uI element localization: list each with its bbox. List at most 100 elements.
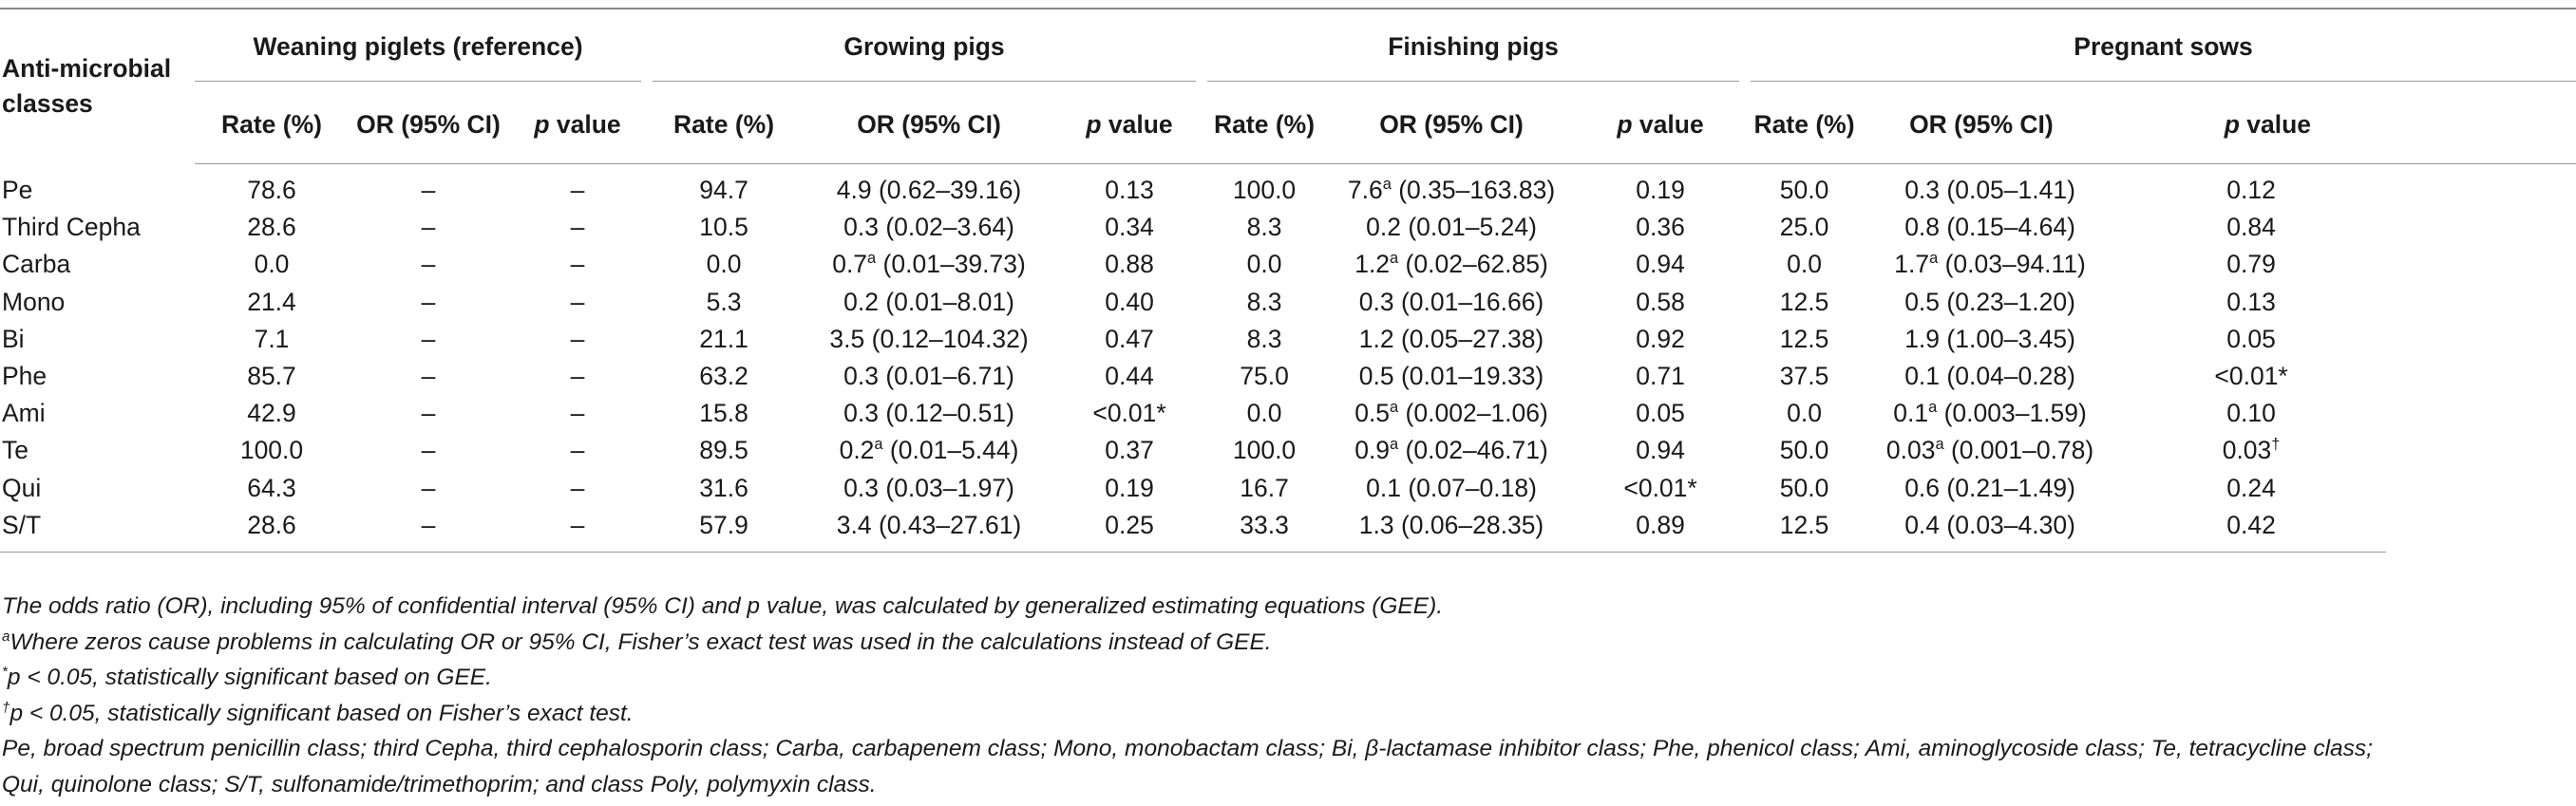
- footnote-5a: Pe, broad spectrum penicillin class; thi…: [2, 736, 2373, 761]
- table-row: Qui 64.3 – – 31.6 0.3 (0.03–1.97) 0.19 16.7 0.1 …: [0, 470, 2576, 507]
- cell-wo: –: [421, 213, 436, 242]
- cell-fp: 0.89: [1576, 506, 1746, 553]
- cell-sr: 25.0: [1779, 213, 1829, 242]
- cell-wp: –: [570, 399, 585, 428]
- cell-so: 0.8 (0.15–4.64): [1904, 213, 2075, 242]
- cell-so: 0.5 (0.23–1.20): [1904, 287, 2075, 316]
- cell-wr: 21.4: [247, 287, 296, 316]
- cell-sp: 0.13: [2226, 287, 2276, 316]
- cell-gr: 21.1: [699, 324, 748, 353]
- cell-wr: 78.6: [247, 176, 296, 205]
- cell-sr: 0.0: [1787, 399, 1822, 428]
- cell-sp: <0.01*: [2214, 362, 2288, 391]
- cell-go: 0.3 (0.01–6.71): [843, 362, 1014, 391]
- cell-wo: –: [421, 287, 436, 316]
- cell-wo: –: [421, 324, 436, 353]
- cell-sr: 50.0: [1779, 473, 1829, 502]
- cell-fr: 0.0: [1246, 399, 1282, 428]
- cell-fp: 0.92: [1636, 324, 1685, 353]
- col-rate-finishing: Rate (%): [1202, 85, 1328, 164]
- cell-wp: –: [570, 436, 585, 465]
- cell-go: 0.2a (0.01–5.44): [839, 436, 1019, 465]
- cell-gp: 0.44: [1105, 362, 1154, 391]
- cell-fr: 8.3: [1246, 213, 1282, 242]
- cell-wp: –: [570, 213, 585, 242]
- cell-fo: 0.2 (0.01–5.24): [1366, 213, 1537, 242]
- col-rate-sows: Rate (%): [1745, 85, 1865, 164]
- cell-fo: 0.9a (0.02–46.71): [1354, 436, 1548, 465]
- stub-header-line2: classes: [2, 89, 93, 119]
- table-row: Third Cepha 28.6 – – 10.5 0.3 (0.02–3.64) 0.34…: [0, 209, 2576, 246]
- cell-fo: 1.2 (0.05–27.38): [1358, 324, 1544, 353]
- cell-so: 0.3 (0.05–1.41): [1904, 176, 2075, 205]
- cell-wp: –: [570, 473, 585, 502]
- cell-fp: 0.19: [1636, 176, 1685, 205]
- cell-fo: 7.6a (0.35–163.83): [1347, 176, 1556, 205]
- cell-fo: 1.3 (0.06–28.35): [1327, 506, 1577, 553]
- table-footnotes: The odds ratio (OR), including 95% of co…: [2, 589, 2373, 802]
- cell-go: 0.3 (0.12–0.51): [843, 399, 1014, 428]
- cell-wo: –: [421, 250, 436, 279]
- footnote-5b: Qui, quinolone class; S/T, sulfonamide/t…: [2, 771, 877, 797]
- cell-wr: 85.7: [247, 362, 296, 391]
- cell-sr: 50.0: [1779, 176, 1829, 205]
- cell-wo: –: [421, 473, 436, 502]
- cell-fo: 0.5a (0.002–1.06): [1354, 399, 1548, 428]
- cell-wp: –: [570, 362, 585, 391]
- col-or-finishing: OR (95% CI): [1327, 85, 1577, 164]
- cell-gp: <0.01*: [1092, 399, 1166, 428]
- cell-label: Ami: [2, 399, 46, 428]
- cell-sp: 0.24: [2226, 473, 2276, 502]
- cell-fr: 8.3: [1246, 324, 1282, 353]
- cell-so: 1.7a (0.03–94.11): [1894, 250, 2086, 279]
- col-rate-growing: Rate (%): [647, 85, 802, 164]
- table-row: Te 100.0 – – 89.5 0.2a (0.01–5.44) 0.37 100.0 0.…: [0, 432, 2576, 469]
- cell-gp: 0.19: [1105, 473, 1154, 502]
- cell-so: 0.1a (0.003–1.59): [1893, 399, 2087, 428]
- footnote-2: aWhere zeros cause problems in calculati…: [2, 628, 1272, 655]
- cell-label: Phe: [2, 362, 47, 391]
- group-weaning: Weaning piglets (reference): [195, 9, 647, 85]
- cell-go: 3.4 (0.43–27.61): [801, 506, 1058, 553]
- cell-go: 4.9 (0.62–39.16): [836, 176, 1022, 205]
- col-p-growing: p value: [1057, 85, 1203, 164]
- cell-gp: 0.34: [1105, 213, 1154, 242]
- table-row: Mono 21.4 – – 5.3 0.2 (0.01–8.01) 0.40 8.3 0.3 (…: [0, 284, 2576, 321]
- cell-label: Pe: [2, 175, 33, 204]
- cell-fo: 0.5 (0.01–19.33): [1358, 362, 1544, 391]
- cell-gr: 94.7: [699, 176, 748, 205]
- cell-go: 3.5 (0.12–104.32): [829, 324, 1029, 353]
- results-table: Anti-microbial classes Weaning piglets (…: [0, 8, 2576, 553]
- cell-fr: 75.0: [1240, 362, 1289, 391]
- cell-go: 0.3 (0.02–3.64): [843, 213, 1014, 242]
- cell-wr: 7.1: [254, 324, 290, 353]
- cell-wp: –: [508, 506, 648, 553]
- group-growing: Growing pigs: [647, 9, 1202, 85]
- col-or-sows: OR (95% CI) p value: [1864, 85, 2387, 164]
- cell-sr: 37.5: [1779, 362, 1829, 391]
- cell-fr: 100.0: [1232, 436, 1297, 465]
- cell-go: 0.7a (0.01–39.73): [832, 250, 1026, 279]
- col-rate-weaning: Rate (%): [195, 85, 349, 164]
- cell-label: Third Cepha: [2, 213, 141, 242]
- cell-wo: –: [349, 506, 508, 553]
- cell-sr: 12.5: [1745, 506, 1865, 553]
- cell-gp: 0.25: [1057, 506, 1203, 553]
- cell-wo: –: [421, 399, 436, 428]
- cell-fp: 0.71: [1636, 362, 1685, 391]
- footnote-3: *p < 0.05, statistically significant bas…: [2, 663, 492, 690]
- cell-label: Mono: [2, 287, 66, 316]
- cell-wr: 42.9: [247, 399, 296, 428]
- cell-label: Carba: [2, 250, 71, 279]
- group-sows: Pregnant sows: [1745, 9, 2576, 85]
- cell-so: 0.03a (0.001–0.78): [1885, 436, 2094, 465]
- cell-fr: 8.3: [1246, 287, 1282, 316]
- cell-sp: 0.84: [2226, 213, 2276, 242]
- cell-fp: 0.58: [1636, 287, 1685, 316]
- cell-gr: 0.0: [706, 250, 742, 279]
- cell-gp: 0.40: [1105, 287, 1154, 316]
- cell-sp: 0.03†: [2222, 436, 2281, 465]
- cell-so: 0.6 (0.21–1.49): [1904, 473, 2075, 502]
- cell-gr: 89.5: [699, 436, 748, 465]
